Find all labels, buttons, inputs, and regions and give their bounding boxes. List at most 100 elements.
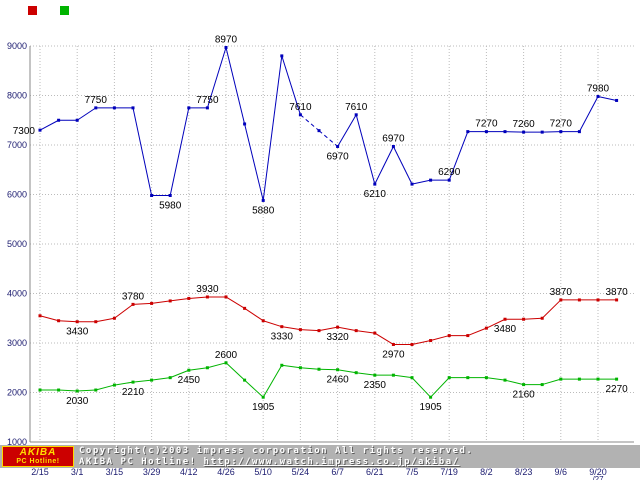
blue-series-point bbox=[577, 130, 581, 134]
red-series-point bbox=[75, 320, 79, 324]
green-series-point bbox=[503, 378, 507, 382]
data-point-label: 2450 bbox=[178, 375, 201, 386]
blue-series-point bbox=[94, 106, 98, 110]
x-axis-label: 3/29 bbox=[142, 467, 161, 477]
data-point-label: 3330 bbox=[271, 332, 294, 343]
green-series-point bbox=[559, 377, 563, 381]
blue-series-point bbox=[187, 106, 191, 110]
red-series-point bbox=[187, 296, 191, 300]
x-axis-label: 3/15 bbox=[105, 467, 124, 477]
data-point-label: 2350 bbox=[364, 380, 387, 391]
y-axis-label: 6000 bbox=[7, 190, 27, 200]
x-axis-label: 5/24 bbox=[291, 467, 310, 477]
green-series-point bbox=[187, 368, 191, 372]
green-series-point bbox=[317, 367, 321, 371]
x-axis-label: 8/23 bbox=[514, 467, 533, 477]
green-series-point bbox=[522, 383, 526, 387]
x-axis-label: 9/6 bbox=[554, 467, 568, 477]
legend-swatch-green bbox=[60, 6, 69, 15]
data-point-label: 2270 bbox=[605, 384, 628, 395]
blue-series-point bbox=[540, 130, 544, 134]
site-url[interactable]: http://www.watch.impress.co.jp/akiba/ bbox=[203, 457, 460, 467]
footer-band: AKIBA PC Hotline! Copyright(c)2003 impre… bbox=[0, 445, 640, 468]
blue-series: 7300 7750 5980 7750 8970 5880 7610 6970 7610 6210… bbox=[13, 34, 619, 216]
data-point-label: 3320 bbox=[326, 332, 349, 343]
data-point-label: 5980 bbox=[159, 200, 182, 211]
logo-bottom-text: PC Hotline! bbox=[16, 458, 60, 465]
blue-series-point bbox=[261, 198, 265, 202]
red-series-point bbox=[112, 316, 116, 320]
data-point-label: 1905 bbox=[419, 402, 442, 413]
data-point-label: 2460 bbox=[326, 375, 349, 386]
y-axis-label: 2000 bbox=[7, 388, 27, 398]
data-point-label: 7750 bbox=[196, 95, 219, 106]
green-series-point bbox=[391, 373, 395, 377]
blue-series-point bbox=[615, 98, 619, 102]
red-series-point bbox=[57, 319, 61, 323]
x-axis-label: 6/7 bbox=[331, 467, 344, 477]
blue-series-point bbox=[559, 130, 563, 134]
data-point-label: 7270 bbox=[550, 119, 573, 130]
x-axis-label: 3/1 bbox=[70, 467, 84, 477]
red-series-point bbox=[596, 298, 600, 302]
x-axis-label: 4/26 bbox=[217, 467, 235, 477]
data-point-label: 7270 bbox=[475, 119, 498, 130]
blue-series-point bbox=[429, 178, 433, 182]
data-point-label: 3870 bbox=[550, 287, 573, 298]
red-series-point bbox=[559, 298, 563, 302]
data-point-label: 8970 bbox=[215, 34, 238, 45]
logo-top-text: AKIBA bbox=[19, 447, 57, 458]
blue-series-point bbox=[447, 178, 451, 182]
blue-series-point bbox=[298, 113, 302, 117]
legend-swatch-red bbox=[28, 6, 37, 15]
blue-series-point bbox=[150, 193, 154, 197]
data-point-label: 6210 bbox=[364, 189, 387, 200]
data-point-label: 5880 bbox=[252, 205, 275, 216]
y-axis-label: 8000 bbox=[7, 91, 27, 101]
data-point-label: 2970 bbox=[382, 349, 405, 360]
blue-series-point bbox=[243, 122, 247, 126]
x-axis-date-row: 2/15 3/1 3/15 3/29 4/12 4/26 5/10 5/24 6/7 6/21 7/… bbox=[0, 468, 640, 480]
data-point-label: 7610 bbox=[345, 102, 368, 113]
red-series-point bbox=[38, 314, 42, 318]
red-series-point bbox=[243, 306, 247, 310]
data-point-label: 7300 bbox=[13, 126, 36, 137]
data-point-label: 6970 bbox=[382, 133, 405, 144]
red-series-point bbox=[94, 320, 98, 324]
blue-series-point bbox=[410, 182, 414, 186]
blue-series-point bbox=[75, 118, 79, 122]
green-series-point bbox=[373, 373, 377, 377]
green-series-point bbox=[75, 389, 79, 393]
blue-series-point bbox=[373, 182, 377, 186]
red-series-point bbox=[224, 295, 228, 299]
green-series-point bbox=[410, 376, 414, 380]
blue-series-point bbox=[38, 128, 42, 132]
data-point-label: 7610 bbox=[289, 102, 312, 113]
red-series-point bbox=[391, 342, 395, 346]
red-series-point bbox=[131, 302, 135, 306]
footer-text: Copyright(c)2003 impress corporation All… bbox=[79, 445, 640, 468]
green-series-point bbox=[150, 378, 154, 382]
x-axis-label: 5/10 bbox=[254, 467, 272, 477]
green-series-point bbox=[261, 395, 265, 399]
red-series-point bbox=[410, 342, 414, 346]
data-point-label: 6970 bbox=[326, 151, 349, 162]
red-series-point bbox=[466, 334, 470, 338]
y-axis-labels: 1000 2000 3000 4000 5000 6000 7000 8000 9000 bbox=[7, 41, 27, 445]
data-point-label: 7750 bbox=[85, 95, 108, 106]
green-series-point bbox=[112, 383, 116, 387]
site-line: AKIBA PC Hotline! http://www.watch.impre… bbox=[79, 457, 640, 468]
red-series-point bbox=[205, 295, 209, 299]
green-series-point bbox=[131, 380, 135, 384]
red-series-point bbox=[615, 298, 619, 302]
green-series-point bbox=[577, 377, 581, 381]
green-series-point bbox=[243, 378, 247, 382]
data-point-label: 3780 bbox=[122, 291, 145, 302]
blue-series-point bbox=[522, 130, 526, 134]
y-axis-label: 5000 bbox=[7, 239, 27, 249]
blue-series-point bbox=[57, 118, 61, 122]
data-point-label: 3480 bbox=[494, 324, 517, 335]
x-axis-label: 9/20/27 bbox=[589, 467, 607, 480]
data-point-label: 2600 bbox=[215, 350, 238, 361]
